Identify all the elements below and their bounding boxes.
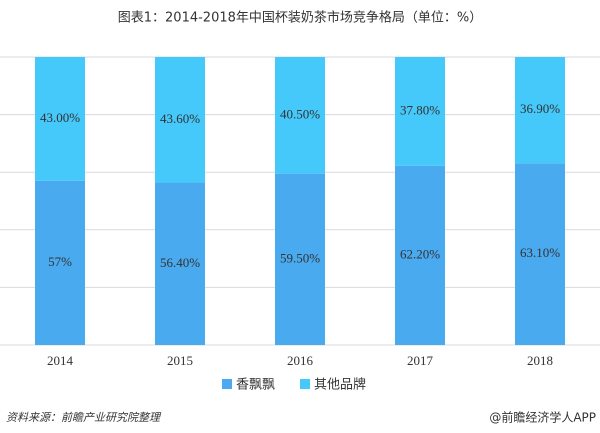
bar-segment <box>515 163 565 345</box>
value-label: 40.50% <box>280 106 320 121</box>
x-tick-label: 2015 <box>167 353 193 368</box>
bar-segment <box>275 173 325 345</box>
value-label: 59.50% <box>280 250 320 265</box>
value-label: 36.90% <box>520 101 560 116</box>
credit: @前瞻经济学人APP <box>489 410 596 425</box>
value-label: 62.20% <box>400 246 440 261</box>
bar-segment <box>395 57 445 166</box>
x-tick-label: 2017 <box>407 353 434 368</box>
x-tick-label: 2018 <box>527 353 553 368</box>
value-label: 63.10% <box>520 245 560 260</box>
bar-segment <box>155 57 205 183</box>
value-label: 43.00% <box>40 110 80 125</box>
chart-title: 图表1：2014-2018年中国杯装奶茶市场竞争格局（单位：%） <box>118 10 482 26</box>
value-label: 37.80% <box>400 102 440 117</box>
bar-segment <box>275 57 325 174</box>
bar-segment <box>395 165 445 345</box>
x-tick-label: 2014 <box>47 353 74 368</box>
bar-segment <box>35 180 85 345</box>
bar-segment <box>515 57 565 164</box>
value-label: 56.40% <box>160 255 200 270</box>
legend-label: 其他品牌 <box>314 377 366 393</box>
source: 资料来源：前瞻产业研究院整理 <box>6 411 162 424</box>
bar-segment <box>35 57 85 181</box>
bar-segment <box>155 182 205 345</box>
legend-swatch <box>222 379 232 389</box>
legend-label: 香飘飘 <box>236 378 275 393</box>
legend-swatch <box>300 379 310 389</box>
value-label: 43.60% <box>160 111 200 126</box>
x-tick-label: 2016 <box>287 353 314 368</box>
value-label: 57% <box>48 254 72 269</box>
